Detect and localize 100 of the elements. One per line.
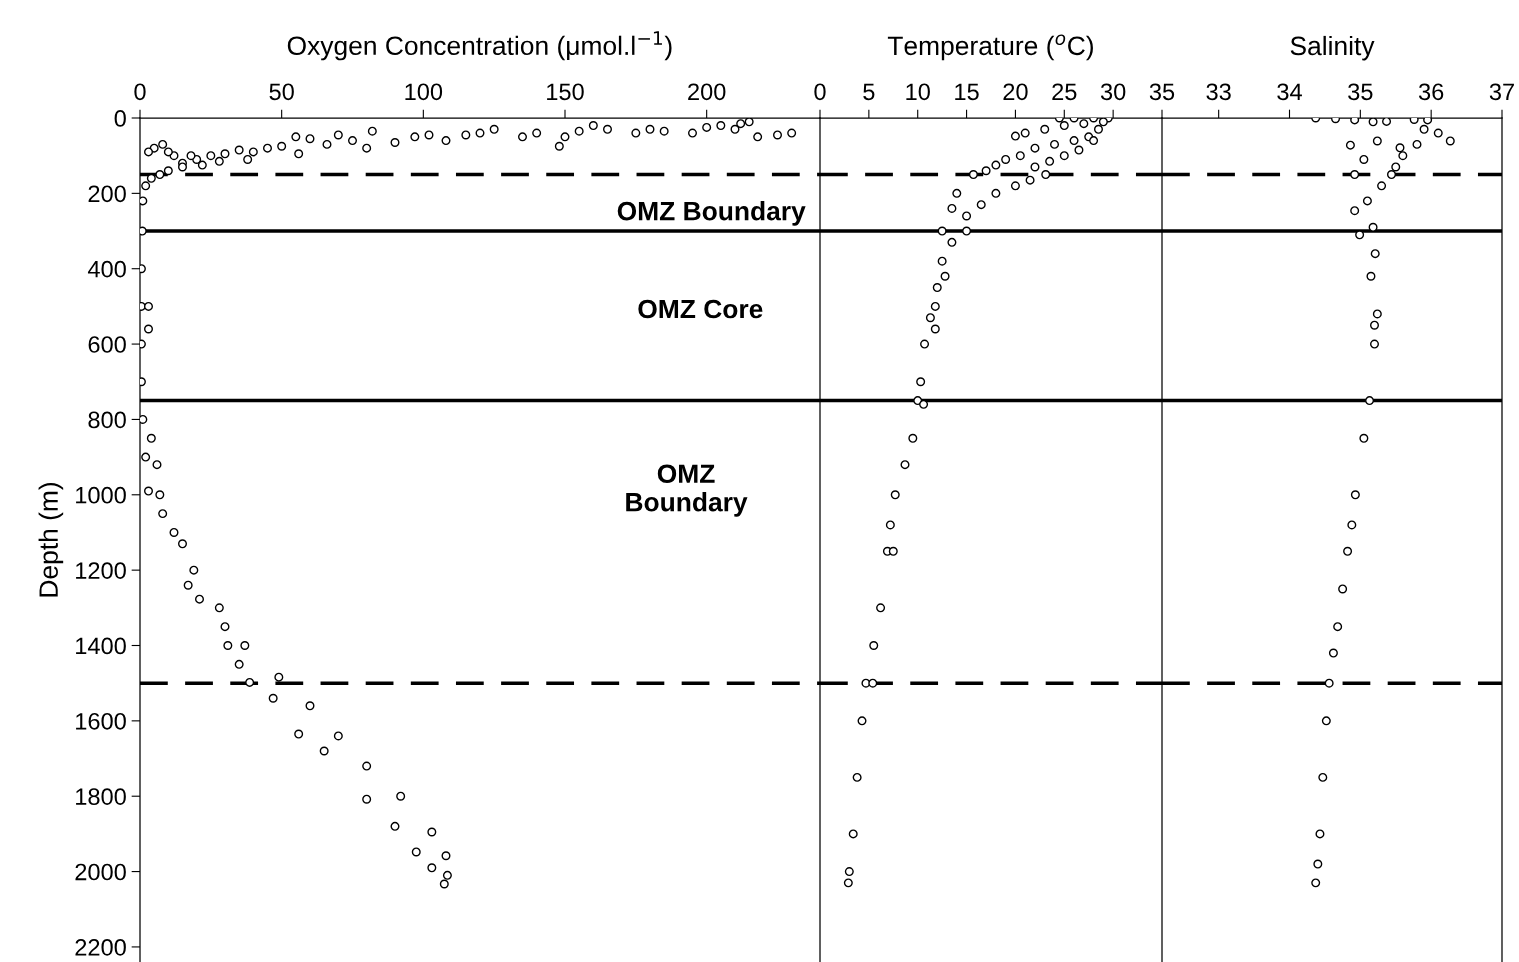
point: [1372, 309, 1382, 319]
point: [333, 731, 343, 741]
point: [1395, 143, 1405, 153]
point: [189, 565, 199, 575]
x-axis-title: Oxygen Concentration (μmol.l$^{−1}$): [287, 31, 672, 61]
point: [1324, 678, 1334, 688]
point: [178, 539, 187, 549]
point: [1359, 433, 1369, 443]
x-tick-label: 200: [688, 83, 726, 101]
point: [234, 659, 244, 669]
point: [1372, 136, 1382, 146]
point: [158, 509, 168, 519]
point: [1412, 139, 1422, 149]
point: [319, 746, 329, 756]
point: [214, 603, 224, 613]
point: [195, 594, 204, 604]
y-tick-label: 2200: [75, 939, 126, 956]
annotation: OMZ Boundary: [617, 201, 806, 226]
point: [274, 672, 284, 682]
point: [1350, 170, 1360, 180]
x-tick-label: 100: [405, 83, 443, 101]
point: [411, 847, 421, 857]
point: [1398, 151, 1408, 161]
x-axis-title: Salinity: [1290, 35, 1375, 61]
point: [1359, 154, 1369, 164]
point: [183, 580, 193, 590]
x-tick-label: 34: [1277, 83, 1302, 101]
point: [1409, 118, 1419, 125]
x-tick-label: 5: [863, 83, 875, 101]
point: [1368, 118, 1378, 127]
point: [1345, 140, 1355, 150]
x-tick-label: 37: [1489, 83, 1514, 101]
point: [362, 761, 372, 771]
point: [1365, 396, 1375, 406]
point: [1347, 520, 1357, 530]
point: [1318, 772, 1328, 782]
point: [442, 870, 452, 880]
point: [427, 827, 437, 837]
x-tick-label: 50: [269, 83, 294, 101]
x-tick-label: 35: [1149, 83, 1175, 101]
point: [1355, 230, 1365, 240]
y-tick-label: 0: [114, 110, 126, 127]
point: [220, 622, 230, 632]
point: [1370, 320, 1379, 330]
point: [439, 879, 449, 889]
x-tick-label: 35: [1348, 83, 1373, 101]
point: [1350, 118, 1360, 125]
annotation: OMZ Core: [638, 299, 763, 319]
y-tick-label: 1400: [76, 637, 126, 655]
point: [1445, 136, 1455, 146]
annotation: OMZ Boundary: [626, 464, 748, 517]
point: [223, 641, 233, 650]
point: [1391, 162, 1401, 172]
y-tick-label: 800: [88, 411, 126, 429]
y-axis-title: Depth (m): [38, 482, 64, 597]
point: [169, 527, 179, 537]
point: [1311, 878, 1321, 888]
x-tick-label: 0: [134, 83, 146, 101]
point: [1387, 170, 1396, 180]
x-tick-label: 10: [906, 83, 930, 101]
x-tick-label: 15: [955, 83, 979, 101]
point: [1343, 546, 1353, 556]
point: [390, 821, 400, 831]
x-tick-label: 33: [1206, 83, 1231, 101]
y-tick-label: 1200: [76, 562, 126, 579]
point: [1368, 222, 1378, 232]
x-tick-label: 25: [1052, 83, 1077, 101]
point: [1350, 490, 1360, 500]
point: [1333, 622, 1343, 632]
point: [1321, 716, 1331, 726]
point: [305, 701, 315, 711]
point: [144, 486, 153, 496]
point: [245, 677, 255, 687]
x-tick-label: 150: [547, 83, 584, 101]
point: [1382, 118, 1392, 126]
x-axis-title: Temperature ($^{o}$C): [887, 34, 1093, 61]
point: [1433, 128, 1443, 138]
y-tick-label: 200: [88, 185, 126, 203]
y-tick-label: 1800: [76, 788, 126, 805]
x-tick-label: 20: [1003, 83, 1028, 101]
y-tick-label: 2000: [75, 863, 126, 881]
point: [1350, 206, 1360, 216]
y-tick-label: 1000: [76, 486, 126, 504]
y-tick-label: 600: [88, 336, 126, 353]
point: [1377, 181, 1387, 191]
point: [1419, 124, 1429, 134]
point: [294, 729, 304, 739]
point: [427, 863, 437, 873]
point: [1313, 859, 1323, 869]
x-tick-label: 36: [1418, 83, 1444, 101]
point: [1423, 118, 1433, 125]
point: [155, 490, 165, 500]
point: [1370, 339, 1379, 349]
point: [240, 641, 250, 650]
point: [1366, 271, 1376, 281]
point: [1338, 584, 1348, 594]
y-tick-label: 400: [87, 260, 126, 278]
point: [396, 791, 406, 801]
point: [268, 693, 278, 703]
point: [441, 851, 451, 861]
